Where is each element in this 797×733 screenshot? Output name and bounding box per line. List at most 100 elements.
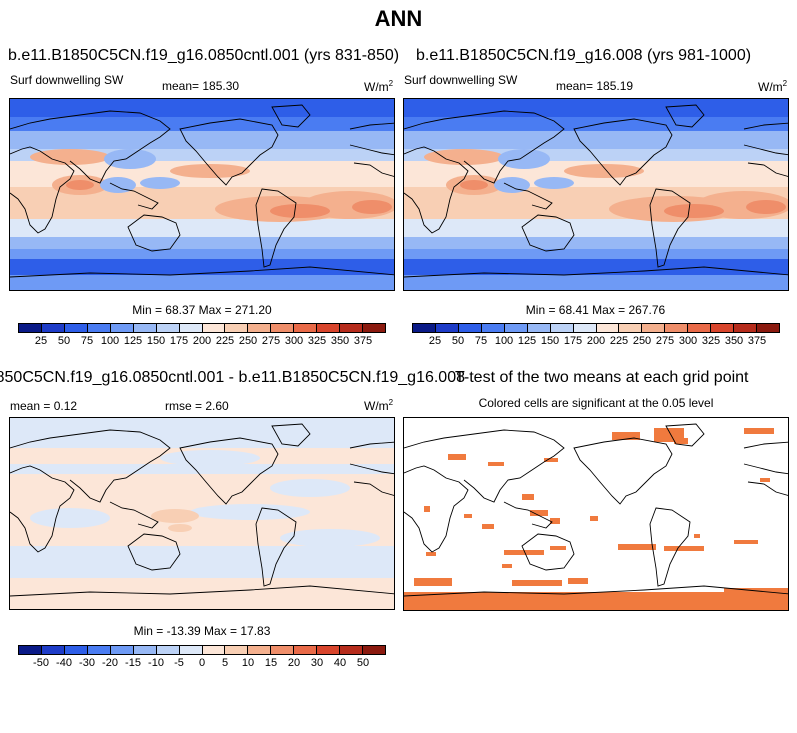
panel4-subtitle: Colored cells are significant at the 0.0… <box>478 396 714 410</box>
colorbar-swatch <box>110 324 134 332</box>
colorbar-swatch <box>757 324 779 332</box>
colorbar-swatch <box>458 324 482 332</box>
colorbar-tick-label: -30 <box>79 657 95 669</box>
colorbar-swatch <box>271 324 295 332</box>
colorbar-tick-label: 75 <box>80 335 94 347</box>
colorbar-tick-label: 75 <box>474 335 488 347</box>
colorbar-swatch <box>64 324 88 332</box>
colorbar-tick-label: 325 <box>307 335 327 347</box>
colorbar-swatch <box>711 324 735 332</box>
colorbar-tick-label: 50 <box>451 335 465 347</box>
colorbar-tick-label: 50 <box>57 335 71 347</box>
colorbar-tick-label: 275 <box>261 335 281 347</box>
colorbar-swatch <box>179 646 203 654</box>
colorbar-tick-label: 25 <box>34 335 48 347</box>
colorbar-tick-label: 350 <box>330 335 350 347</box>
colorbar-tick-label: 175 <box>563 335 583 347</box>
panel2-mean: mean= 185.19 <box>556 79 634 93</box>
panel3-minmax: Min = -13.39 Max = 17.83 <box>133 624 271 638</box>
colorbar-swatch <box>504 324 528 332</box>
colorbar-swatch <box>550 324 574 332</box>
colorbar-tick-label: 175 <box>169 335 189 347</box>
colorbar-swatch <box>573 324 597 332</box>
panel3-diff-map <box>9 417 395 610</box>
colorbar-tick-label: 250 <box>238 335 258 347</box>
diff-field <box>10 418 394 609</box>
colorbar-tick-label: -15 <box>125 657 141 669</box>
colorbar-swatch <box>87 324 111 332</box>
colorbar-swatch <box>133 646 157 654</box>
panel2-colorbar <box>412 323 780 333</box>
colorbar-swatch <box>156 646 180 654</box>
colorbar-swatch <box>363 646 385 654</box>
colorbar-swatch <box>363 324 385 332</box>
colorbar-tick-label: 300 <box>678 335 698 347</box>
colorbar-swatch <box>87 646 111 654</box>
colorbar-tick-label: 40 <box>333 657 347 669</box>
colorbar-tick-label: 300 <box>284 335 304 347</box>
colorbar-swatch <box>413 324 436 332</box>
colorbar-tick-label: 150 <box>146 335 166 347</box>
colorbar-tick-label: -10 <box>148 657 164 669</box>
colorbar-swatch <box>64 646 88 654</box>
colorbar-swatch <box>340 646 364 654</box>
colorbar-swatch <box>688 324 712 332</box>
colorbar-tick-label: 375 <box>747 335 767 347</box>
panel3-units: W/m2 <box>364 398 394 413</box>
panel2-colorbar-labels: 25 50 75 100 125 150 175 200 225 250 275 300 325 350 3… <box>412 335 780 349</box>
colorbar-swatch <box>619 324 643 332</box>
colorbar-swatch <box>225 324 249 332</box>
sw-field <box>404 99 788 290</box>
colorbar-swatch <box>133 324 157 332</box>
colorbar-swatch <box>317 324 341 332</box>
colorbar-tick-label: 225 <box>215 335 235 347</box>
significance-field <box>404 418 788 610</box>
colorbar-tick-label: -40 <box>56 657 72 669</box>
panel4-title: T-test of the two means at each grid poi… <box>455 369 749 386</box>
colorbar-tick-label: 250 <box>632 335 652 347</box>
panel1-title: b.e11.B1850C5CN.f19_g16.0850cntl.001 (yr… <box>8 47 400 64</box>
colorbar-swatch <box>340 324 364 332</box>
colorbar-swatch <box>41 324 65 332</box>
colorbar-tick-label: -5 <box>174 657 184 669</box>
colorbar-tick-label: 20 <box>287 657 301 669</box>
colorbar-swatch <box>481 324 505 332</box>
colorbar-swatch <box>248 324 272 332</box>
panel3-colorbar <box>18 645 386 655</box>
colorbar-swatch <box>19 324 42 332</box>
colorbar-swatch <box>156 324 180 332</box>
colorbar-swatch <box>596 324 620 332</box>
colorbar-tick-label: 225 <box>609 335 629 347</box>
colorbar-tick-label: 0 <box>198 657 206 669</box>
colorbar-tick-label: 125 <box>123 335 143 347</box>
colorbar-tick-label: 15 <box>264 657 278 669</box>
main-title: ANN <box>374 6 423 31</box>
colorbar-swatch <box>248 646 272 654</box>
colorbar-tick-label: 5 <box>221 657 229 669</box>
colorbar-tick-label: 50 <box>356 657 370 669</box>
panel1-colorbar <box>18 323 386 333</box>
colorbar-swatch <box>294 324 318 332</box>
colorbar-swatch <box>225 646 249 654</box>
colorbar-swatch <box>110 646 134 654</box>
colorbar-swatch <box>642 324 666 332</box>
panel1-minmax: Min = 68.37 Max = 271.20 <box>132 303 272 317</box>
colorbar-swatch <box>271 646 295 654</box>
colorbar-tick-label: 30 <box>310 657 324 669</box>
colorbar-tick-label: 350 <box>724 335 744 347</box>
colorbar-tick-label: 100 <box>100 335 120 347</box>
colorbar-tick-label: 275 <box>655 335 675 347</box>
colorbar-tick-label: 125 <box>517 335 537 347</box>
colorbar-swatch <box>317 646 341 654</box>
panel2-map <box>403 98 789 291</box>
colorbar-tick-label: -50 <box>33 657 49 669</box>
panel1-colorbar-labels: 25 50 75 100 125 150 175 200 225 250 275 300 325 350 3… <box>18 335 386 349</box>
panel1-mean: mean= 185.30 <box>162 79 240 93</box>
panel4-ttest-map <box>403 417 789 611</box>
panel2-field-label: Surf downwelling SW <box>404 73 518 87</box>
colorbar-tick-label: -20 <box>102 657 118 669</box>
panel3-mean: mean = 0.12 <box>10 399 78 413</box>
colorbar-swatch <box>665 324 689 332</box>
panel2-minmax: Min = 68.41 Max = 267.76 <box>525 303 666 317</box>
colorbar-tick-label: 325 <box>701 335 721 347</box>
